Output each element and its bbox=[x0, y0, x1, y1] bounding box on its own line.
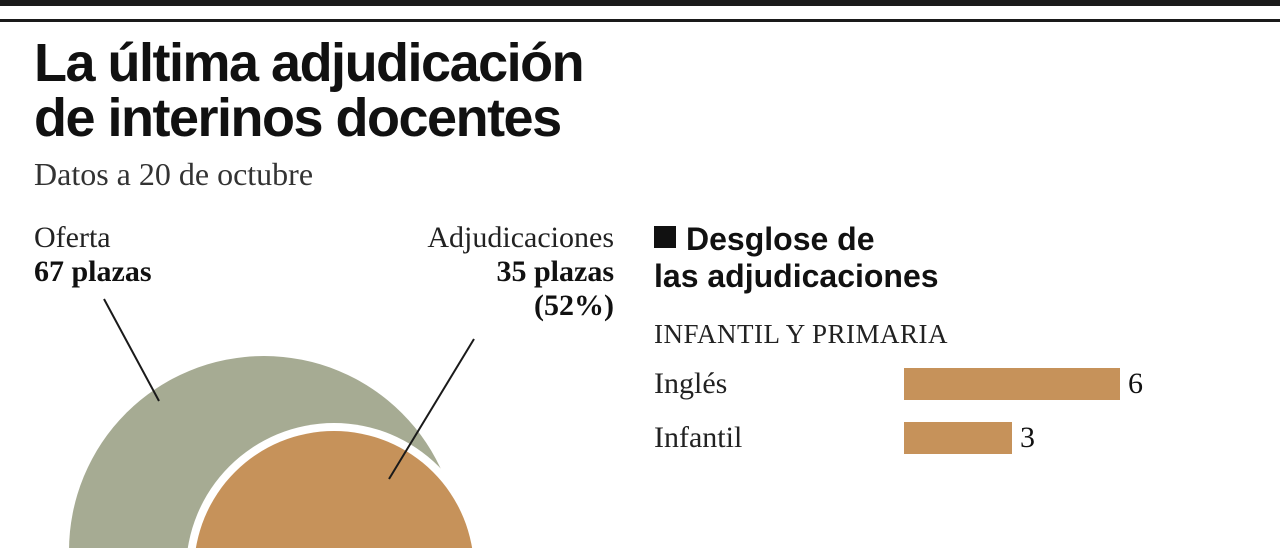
bar-label: Inglés bbox=[654, 367, 904, 401]
breakdown-title: Desglose de las adjudicaciones bbox=[654, 221, 1246, 295]
headline-line2: de interinos docentes bbox=[34, 88, 561, 148]
bar-rect bbox=[904, 422, 1012, 454]
bar-row: Inglés 6 bbox=[654, 364, 1246, 404]
breakdown-group-label: INFANTIL Y PRIMARIA bbox=[654, 319, 1246, 350]
bar-row: Infantil 3 bbox=[654, 418, 1246, 458]
headline: La última adjudicación de interinos doce… bbox=[34, 36, 1246, 146]
infographic-content: La última adjudicación de interinos doce… bbox=[0, 22, 1280, 548]
nested-circle-chart bbox=[34, 221, 634, 548]
headline-line1: La última adjudicación bbox=[34, 33, 583, 93]
top-rule bbox=[0, 0, 1280, 22]
bar-label: Infantil bbox=[654, 421, 904, 455]
bar-value: 3 bbox=[1020, 421, 1035, 455]
subhead: Datos a 20 de octubre bbox=[34, 156, 1246, 193]
breakdown-panel: Desglose de las adjudicaciones INFANTIL … bbox=[634, 221, 1246, 548]
breakdown-bars: Inglés 6 Infantil 3 bbox=[654, 364, 1246, 458]
leader-outer bbox=[104, 299, 159, 401]
bar-rect bbox=[904, 368, 1120, 400]
breakdown-title-strong: Desglose de bbox=[686, 221, 875, 257]
bar-value: 6 bbox=[1128, 367, 1143, 401]
breakdown-title-line2: las adjudicaciones bbox=[654, 258, 939, 294]
circle-chart-panel: Oferta 67 plazas Adjudicaciones 35 plaza… bbox=[34, 221, 634, 548]
square-bullet-icon bbox=[654, 226, 676, 248]
